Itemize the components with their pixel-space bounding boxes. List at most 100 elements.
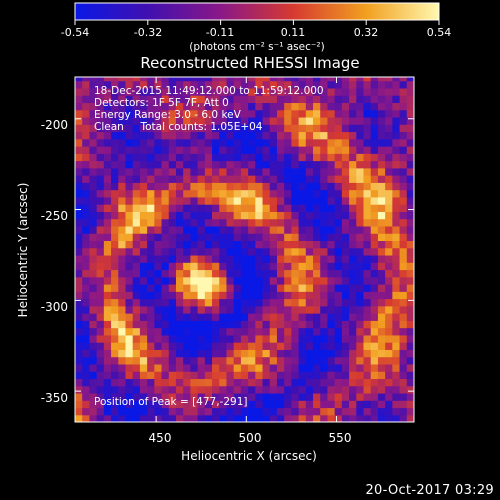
heatmap-pixel [190, 182, 199, 191]
heatmap-pixel [363, 131, 372, 140]
heatmap-pixel [212, 80, 220, 89]
heatmap-pixel [96, 371, 105, 380]
heatmap-pixel [240, 175, 249, 183]
heatmap-pixel [248, 262, 256, 271]
heatmap-pixel [298, 109, 307, 118]
heatmap-pixel [226, 385, 235, 394]
heatmap-pixel [183, 313, 191, 321]
heatmap-pixel [255, 276, 264, 285]
heatmap-pixel [334, 414, 343, 422]
heatmap-pixel [276, 153, 285, 162]
heatmap-pixel [89, 247, 98, 256]
heatmap-pixel [118, 124, 127, 133]
heatmap-pixel [82, 247, 91, 256]
heatmap-pixel [305, 414, 314, 422]
heatmap-pixel [248, 160, 256, 169]
heatmap-pixel [370, 407, 379, 416]
heatmap-pixel [341, 225, 350, 234]
heatmap-pixel [269, 342, 278, 350]
heatmap-pixel [240, 218, 249, 227]
heatmap-pixel [226, 153, 235, 162]
heatmap-pixel [291, 385, 300, 394]
heatmap-pixel [284, 124, 292, 133]
heatmap-pixel [385, 116, 393, 125]
heatmap-pixel [320, 153, 329, 162]
heatmap-pixel [111, 87, 119, 96]
heatmap-pixel [392, 400, 401, 409]
heatmap-pixel [334, 334, 343, 343]
heatmap-pixel [111, 371, 119, 380]
heatmap-pixel [89, 233, 98, 242]
heatmap-pixel [96, 356, 105, 365]
heatmap-pixel [183, 269, 191, 278]
heatmap-pixel [103, 146, 112, 154]
heatmap-pixel [284, 196, 292, 205]
heatmap-pixel [118, 334, 127, 343]
heatmap-pixel [118, 218, 127, 227]
heatmap-pixel [291, 371, 300, 380]
heatmap-pixel [284, 189, 292, 198]
heatmap-pixel [154, 385, 163, 394]
heatmap-pixel [349, 363, 357, 372]
heatmap-pixel [262, 378, 271, 387]
heatmap-pixel [212, 313, 220, 321]
heatmap-pixel [125, 327, 134, 336]
colorbar-tick-label: -0.11 [206, 26, 234, 39]
heatmap-pixel [255, 175, 264, 183]
heatmap-pixel [334, 131, 343, 140]
heatmap-pixel [284, 349, 292, 358]
heatmap-pixel [183, 80, 191, 89]
heatmap-pixel [147, 276, 155, 285]
heatmap-pixel [226, 138, 235, 147]
heatmap-pixel [284, 284, 292, 292]
heatmap-pixel [248, 291, 256, 300]
heatmap-pixel [175, 371, 184, 380]
heatmap-pixel [377, 95, 386, 104]
heatmap-pixel [147, 342, 155, 350]
heatmap-pixel [139, 167, 148, 176]
heatmap-pixel [96, 175, 105, 183]
heatmap-pixel [385, 247, 393, 256]
heatmap-pixel [399, 225, 408, 234]
heatmap-pixel [212, 77, 220, 82]
heatmap-pixel [82, 313, 91, 321]
heatmap-pixel [363, 233, 372, 242]
heatmap-pixel [197, 363, 206, 372]
heatmap-pixel [183, 247, 191, 256]
heatmap-pixel [111, 305, 119, 314]
heatmap-pixel [349, 392, 357, 401]
heatmap-pixel [363, 385, 372, 394]
heatmap-pixel [168, 182, 177, 191]
heatmap-pixel [291, 182, 300, 191]
heatmap-pixel [248, 313, 256, 321]
heatmap-pixel [226, 211, 235, 220]
heatmap-pixel [154, 400, 163, 409]
heatmap-pixel [298, 247, 307, 256]
heatmap-pixel [313, 240, 321, 249]
heatmap-pixel [219, 131, 228, 140]
heatmap-pixel [377, 240, 386, 249]
heatmap-pixel [132, 262, 141, 271]
heatmap-pixel [385, 225, 393, 234]
heatmap-pixel [226, 414, 235, 422]
heatmap-pixel [341, 305, 350, 314]
heatmap-pixel [154, 146, 163, 154]
heatmap-pixel [175, 262, 184, 271]
heatmap-pixel [255, 233, 264, 242]
heatmap-pixel [168, 146, 177, 154]
heatmap-pixel [248, 102, 256, 111]
heatmap-pixel [276, 247, 285, 256]
heatmap-pixel [269, 182, 278, 191]
heatmap-pixel [183, 291, 191, 300]
heatmap-pixel [341, 254, 350, 263]
heatmap-pixel [103, 378, 112, 387]
heatmap-pixel [233, 414, 242, 422]
heatmap-pixel [219, 233, 228, 242]
heatmap-pixel [212, 254, 220, 263]
heatmap-pixel [161, 95, 170, 104]
heatmap-pixel [75, 254, 83, 263]
heatmap-pixel [118, 182, 127, 191]
heatmap-pixel [363, 269, 372, 278]
heatmap-pixel [356, 160, 365, 169]
heatmap-pixel [363, 182, 372, 191]
